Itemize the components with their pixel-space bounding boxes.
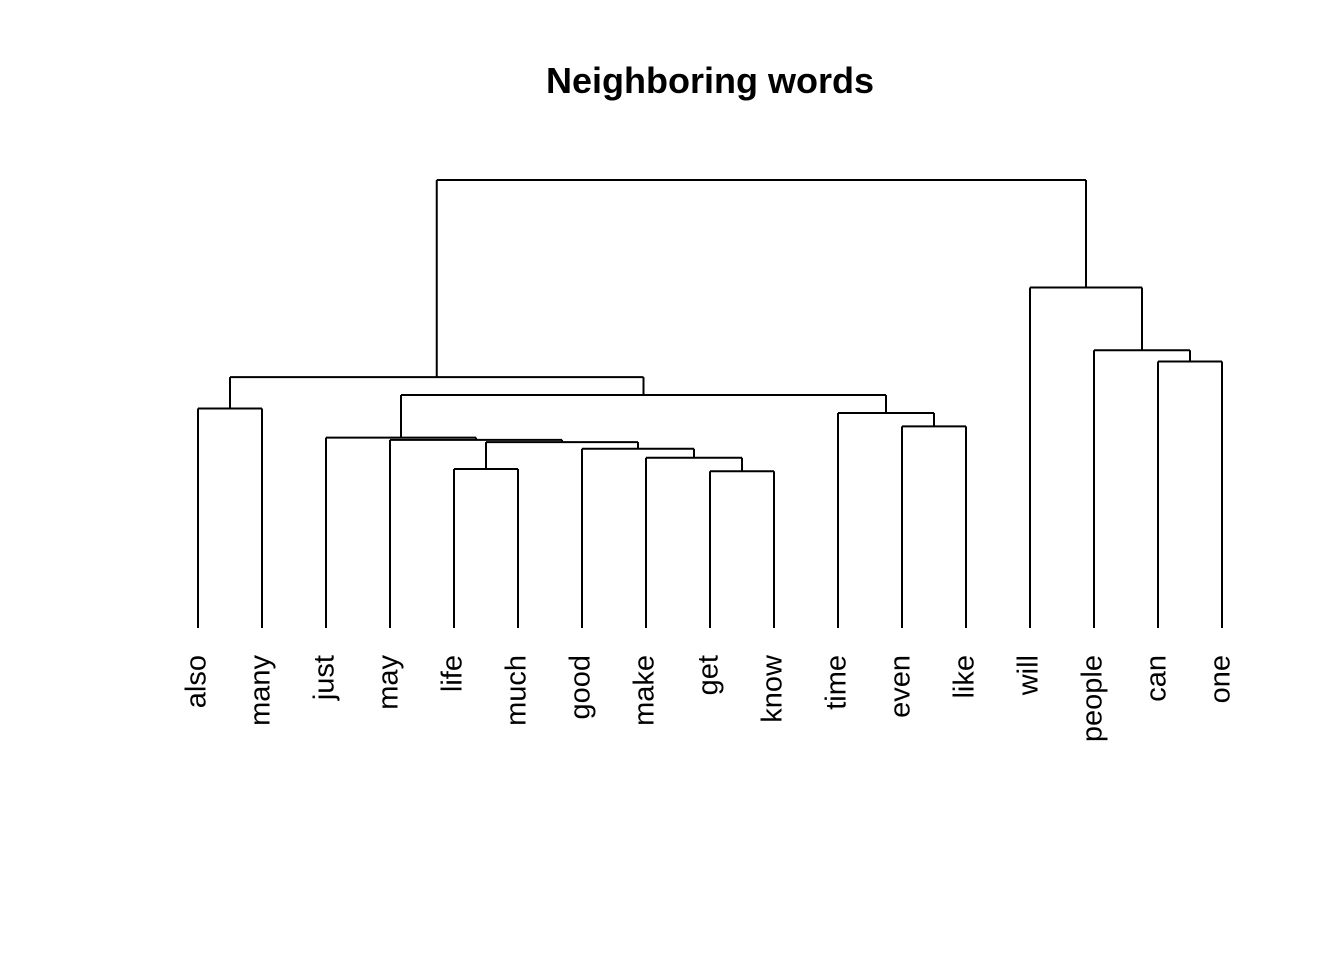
leaf-label: know xyxy=(757,654,789,723)
leaf-label: may xyxy=(373,655,405,710)
leaf-label: just xyxy=(309,655,341,701)
leaf-label: much xyxy=(501,655,533,726)
leaf-label: can xyxy=(1141,655,1173,702)
leaf-label: also xyxy=(181,655,213,708)
leaf-label: even xyxy=(885,655,917,718)
leaf-label: will xyxy=(1013,655,1045,696)
leaf-label: time xyxy=(821,655,853,710)
leaf-label: many xyxy=(245,655,277,726)
leaf-label: make xyxy=(629,655,661,726)
leaf-label: good xyxy=(565,655,597,720)
leaf-label: like xyxy=(949,655,981,699)
leaf-label: one xyxy=(1205,655,1237,703)
dendrogram-links xyxy=(197,179,1223,628)
leaf-label: people xyxy=(1077,655,1109,742)
leaf-label: life xyxy=(437,655,469,692)
leaf-label: get xyxy=(693,655,725,695)
chart-title: Neighboring words xyxy=(546,60,874,101)
leaf-labels: also many just may life much good make get know ti… xyxy=(181,654,1237,742)
